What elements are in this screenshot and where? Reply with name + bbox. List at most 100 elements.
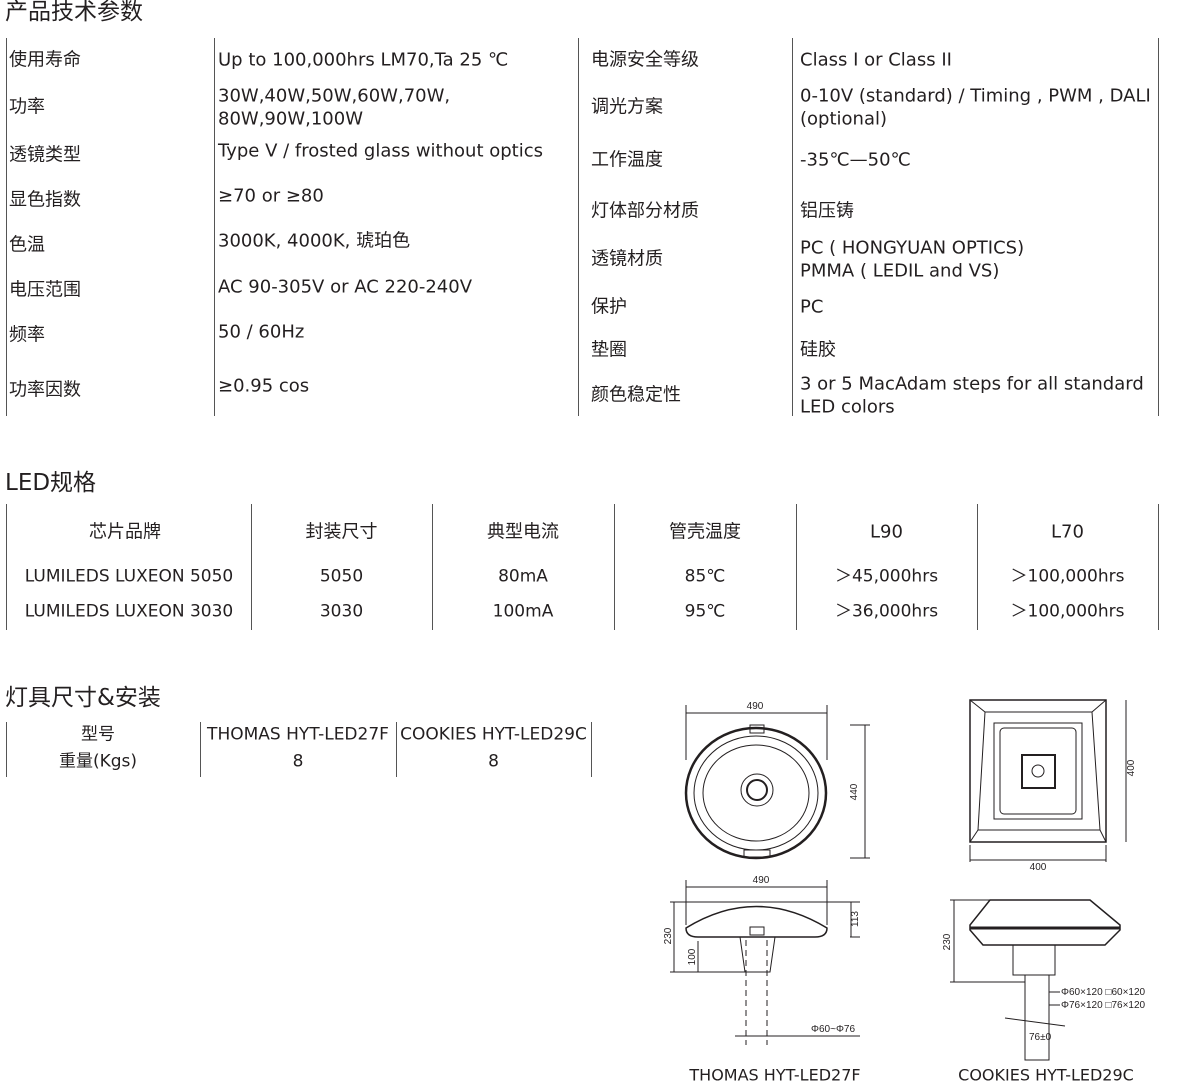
led-cell: ＞36,000hrs	[834, 601, 939, 622]
column-divider	[792, 38, 793, 416]
spec-value: -35℃—50℃	[800, 149, 911, 171]
spec-value: 硅胶	[800, 339, 836, 361]
column-divider	[214, 38, 215, 416]
spec-label: 显色指数	[9, 189, 81, 211]
thomas-side-view: 490 230 100 113 Φ60~Φ76	[663, 875, 861, 1045]
cookies-height: 230	[942, 933, 953, 950]
spec-value: 3000K, 4000K, 琥珀色	[218, 230, 411, 252]
led-cell: LUMILEDS LUXEON 5050	[24, 566, 234, 587]
spec-value: AC 90-305V or AC 220-240V	[218, 276, 473, 298]
led-header: 封装尺寸	[305, 521, 378, 543]
fixture-cell: COOKIES HYT-LED29C	[400, 724, 587, 745]
spec-label: 灯体部分材质	[591, 200, 699, 222]
spec-value: ≥70 or ≥80	[218, 185, 324, 207]
spec-label: 色温	[9, 234, 45, 256]
cookies-top-view: 400 400	[969, 699, 1137, 873]
fixture-cell: 型号	[81, 724, 115, 745]
led-title: LED规格	[5, 470, 97, 496]
spec-value: 30W,40W,50W,60W,70W,	[218, 85, 451, 106]
led-header: 管壳温度	[669, 521, 741, 543]
spec-value: Type Ⅴ / frosted glass without optics	[218, 140, 543, 162]
spec-label: 透镜材质	[591, 248, 663, 270]
fixture-cell: 重量(Kgs)	[58, 751, 138, 772]
spec-value: ≥0.95 cos	[218, 375, 310, 397]
thomas-pole-dim: Φ60~Φ76	[811, 1024, 855, 1035]
spec-value: 50 / 60Hz	[218, 321, 305, 343]
spec-label: 电源安全等级	[591, 49, 699, 71]
thomas-top-width: 490	[747, 701, 764, 712]
spec-label: 使用寿命	[9, 49, 81, 71]
cookies-caption: COOKIES HYT-LED29C	[958, 1065, 1134, 1081]
thomas-height: 230	[663, 927, 674, 944]
thomas-top-depth: 440	[849, 783, 860, 800]
spec-value: PC ( HONGYUAN OPTICS)	[800, 237, 1025, 258]
column-divider	[200, 722, 201, 777]
cookies-pole-dim-2: Φ76×120 □76×120	[1061, 1000, 1146, 1011]
cookies-pole-dim-1: Φ60×120 □60×120	[1061, 987, 1146, 998]
led-header: 芯片品牌	[89, 521, 161, 543]
led-cell: ＞45,000hrs	[834, 566, 939, 587]
column-divider	[614, 504, 615, 630]
fixture-cell: THOMAS HYT-LED27F	[207, 724, 389, 745]
led-cell: 85℃	[684, 566, 726, 587]
spec-label: 工作温度	[591, 149, 663, 171]
spec-value: PC	[800, 296, 824, 318]
column-divider	[251, 504, 252, 630]
spec-label: 颜色稳定性	[591, 384, 681, 406]
spec-label: 透镜类型	[9, 144, 81, 166]
cookies-spigot: 76±0	[1029, 1032, 1052, 1043]
led-cell: ＞100,000hrs	[1010, 566, 1125, 587]
spec-label: 调光方案	[591, 96, 663, 118]
thomas-head-height: 113	[850, 911, 861, 927]
cookies-width: 400	[1030, 862, 1047, 873]
column-divider	[796, 504, 797, 630]
thomas-spigot: 100	[687, 948, 698, 965]
spec-label: 保护	[591, 296, 627, 318]
spec-value: LED colors	[800, 396, 895, 417]
led-header: 典型电流	[487, 521, 559, 543]
thomas-caption: THOMAS HYT-LED27F	[689, 1065, 861, 1081]
led-cell: 95℃	[684, 601, 726, 622]
column-divider	[1158, 504, 1159, 630]
column-divider	[591, 722, 592, 777]
thomas-top-view: 490 440	[684, 701, 870, 860]
fixture-cell: 8	[488, 751, 499, 772]
spec-value: 3 or 5 MacAdam steps for all standard	[800, 373, 1144, 394]
spec-label: 垫圈	[591, 339, 627, 361]
column-divider	[396, 722, 397, 777]
spec-value: 80W,90W,100W	[218, 108, 364, 129]
led-cell: 100mA	[492, 601, 554, 622]
cookies-depth: 400	[1126, 759, 1137, 776]
spec-value: Class I or Class II	[800, 49, 952, 71]
cookies-side-view: 230 Φ60×120 □60×120 Φ76×120 □76×120 76±0	[942, 899, 1146, 1061]
led-cell: 3030	[319, 601, 364, 622]
spec-value: Up to 100,000hrs LM70,Ta 25 ℃	[218, 49, 509, 71]
spec-value: (optional)	[800, 108, 887, 129]
spec-label: 功率	[9, 96, 45, 118]
column-divider	[6, 722, 7, 777]
led-cell: ＞100,000hrs	[1010, 601, 1125, 622]
led-header: L70	[1051, 521, 1084, 543]
spec-label: 频率	[9, 324, 45, 346]
column-divider	[6, 38, 7, 416]
spec-value: 0-10V (standard) / Timing , PWM , DALI	[800, 85, 1151, 106]
column-divider	[977, 504, 978, 630]
led-cell: 80mA	[498, 566, 548, 587]
column-divider	[578, 38, 579, 416]
column-divider	[6, 504, 7, 630]
led-cell: 5050	[319, 566, 364, 587]
fixture-title: 灯具尺寸&安装	[5, 685, 161, 711]
column-divider	[432, 504, 433, 630]
thomas-side-width: 490	[753, 875, 770, 886]
led-cell: LUMILEDS LUXEON 3030	[24, 601, 234, 622]
spec-value: PMMA ( LEDIL and VS)	[800, 260, 1000, 281]
led-header: L90	[870, 521, 903, 543]
spec-label: 功率因数	[9, 379, 81, 401]
spec-label: 电压范围	[9, 279, 81, 301]
specs-title: 产品技术参数	[5, 0, 143, 25]
column-divider	[1158, 38, 1159, 416]
fixture-cell: 8	[292, 751, 304, 772]
spec-value: 铝压铸	[800, 200, 854, 222]
